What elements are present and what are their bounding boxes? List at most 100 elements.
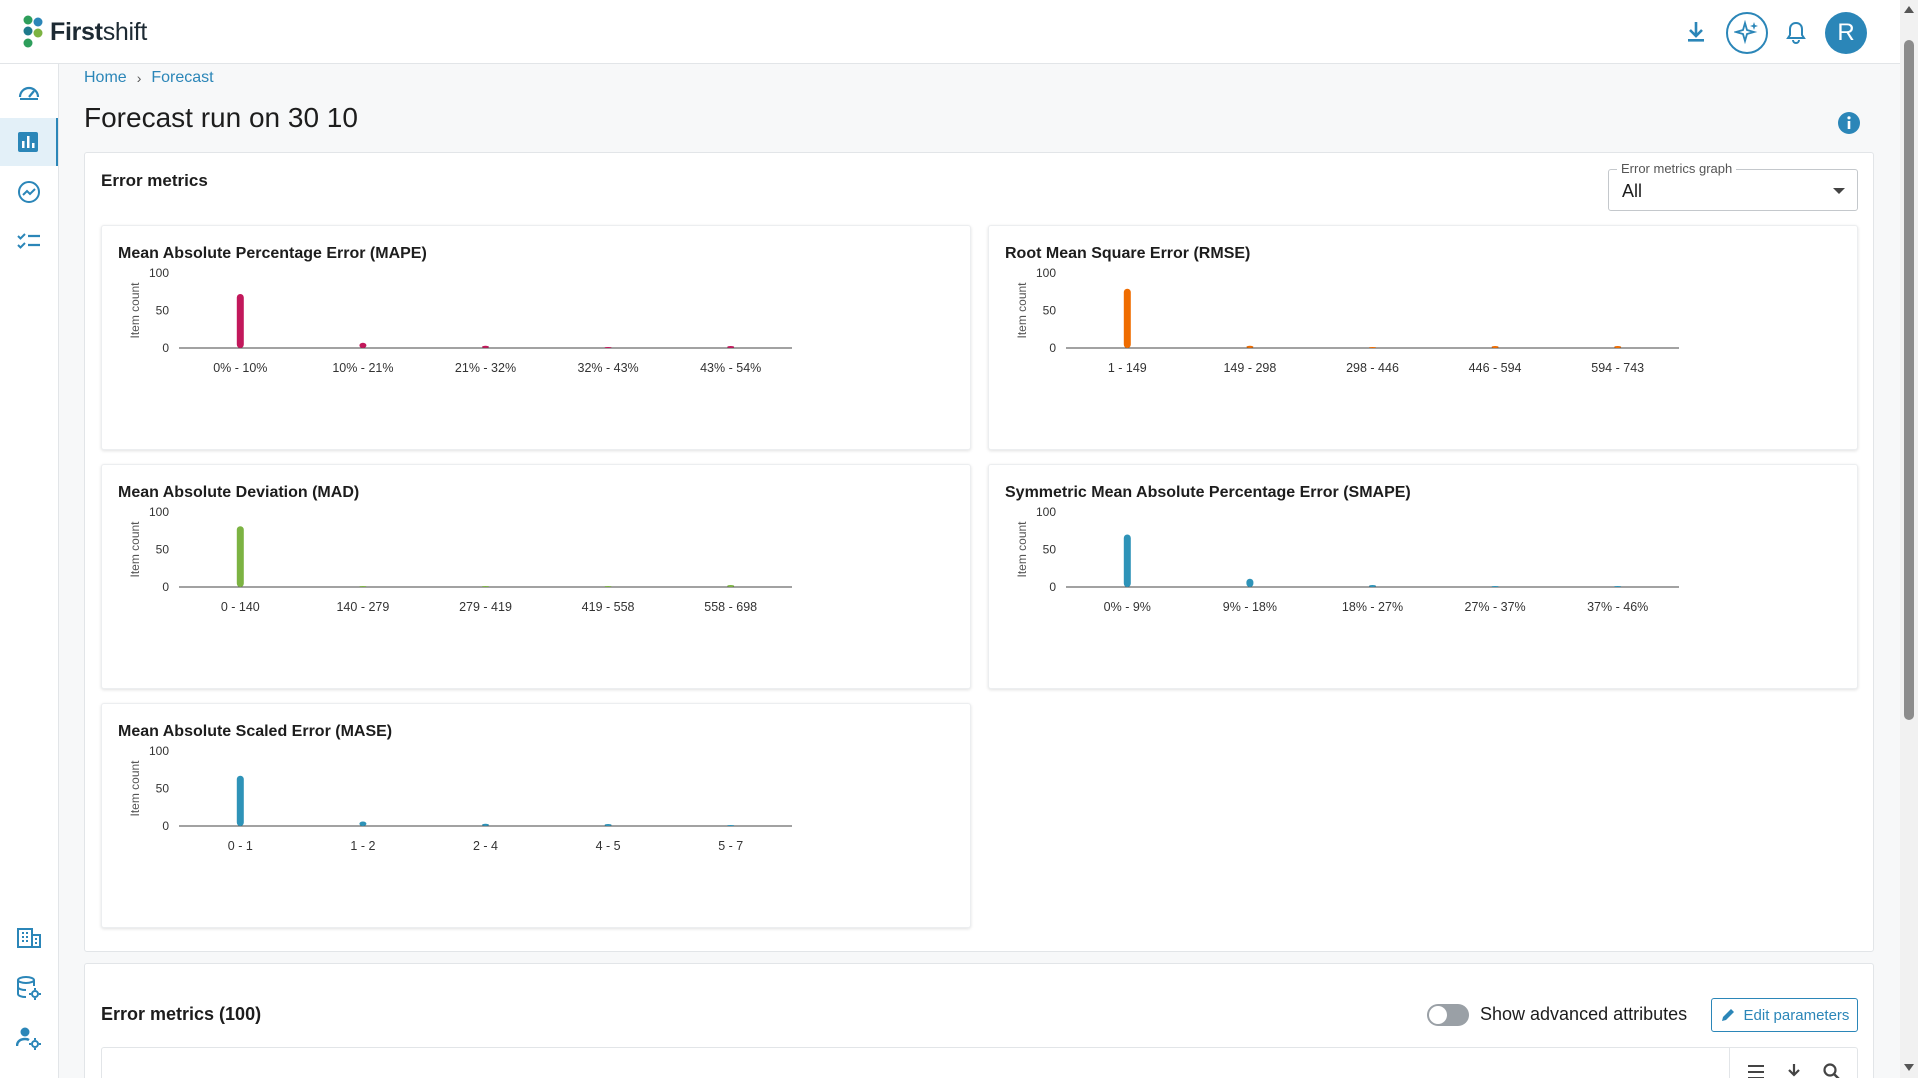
sidebar-item-forecast[interactable]	[0, 118, 58, 166]
download-icon[interactable]	[1785, 1062, 1803, 1078]
bar[interactable]	[727, 585, 735, 587]
chevron-down-icon	[1833, 188, 1845, 194]
bar[interactable]	[1614, 346, 1622, 348]
columns-icon[interactable]	[1746, 1063, 1766, 1078]
database-gear-icon	[17, 976, 41, 1000]
x-tick-label: 558 - 698	[704, 600, 757, 614]
x-tick-label: 419 - 558	[582, 600, 635, 614]
bar[interactable]	[1491, 586, 1499, 587]
x-tick-label: 18% - 27%	[1342, 600, 1403, 614]
y-tick-label: 100	[149, 505, 169, 519]
select-value: All	[1622, 181, 1643, 201]
x-tick-label: 279 - 419	[459, 600, 512, 614]
bar[interactable]	[359, 821, 367, 827]
bar[interactable]	[236, 775, 244, 826]
x-tick-label: 21% - 32%	[455, 361, 516, 375]
bar[interactable]	[1246, 345, 1254, 348]
x-tick-label: 5 - 7	[718, 839, 743, 853]
y-tick-label: 50	[156, 782, 170, 796]
page-scrollbar[interactable]	[1900, 0, 1918, 1078]
bar[interactable]	[482, 586, 489, 587]
breadcrumb-forecast[interactable]: Forecast	[151, 69, 214, 86]
sidebar-item-user-settings[interactable]	[0, 1014, 58, 1062]
x-tick-label: 32% - 43%	[578, 361, 639, 375]
sidebar	[0, 64, 59, 1078]
edit-parameters-button[interactable]: Edit parameters	[1711, 998, 1858, 1032]
chart-mase: Item count 0 50 100 0 - 1 1 - 2 2 - 4 4 - 5 5 - …	[128, 744, 792, 853]
bell-icon[interactable]	[1782, 18, 1810, 46]
y-tick-label: 0	[1049, 580, 1056, 594]
bar[interactable]	[604, 586, 612, 587]
y-tick-label: 50	[1043, 543, 1057, 557]
sidebar-item-data-settings[interactable]	[0, 964, 58, 1012]
metrics-table	[101, 1047, 1858, 1078]
info-icon[interactable]	[1837, 111, 1861, 140]
advanced-attributes-toggle[interactable]	[1427, 1004, 1469, 1026]
bar[interactable]	[359, 342, 367, 348]
error-metrics-title: Error metrics	[101, 171, 208, 190]
y-axis-label: Item count	[128, 760, 142, 817]
main-content: Home › Forecast Forecast run on 30 10 Er…	[59, 64, 1900, 1078]
chart-smape: Item count 0 50 100 0% - 9% 9% - 18% 18% - 27%…	[1015, 505, 1679, 614]
bar[interactable]	[1123, 534, 1131, 588]
app-logo[interactable]: Firstshift	[22, 15, 147, 49]
y-tick-label: 0	[162, 819, 169, 833]
x-tick-label: 0 - 140	[221, 600, 260, 614]
bar[interactable]	[1491, 346, 1499, 348]
table-toolbar	[1729, 1048, 1857, 1078]
chart-card-mase: Mean Absolute Scaled Error (MASE) Item c…	[101, 703, 971, 928]
y-axis-label: Item count	[128, 521, 142, 578]
scroll-thumb[interactable]	[1904, 40, 1914, 720]
logo-text: Firstshift	[50, 17, 148, 46]
x-tick-label: 10% - 21%	[332, 361, 393, 375]
x-tick-label: 43% - 54%	[700, 361, 761, 375]
bar[interactable]	[359, 586, 367, 587]
bar[interactable]	[482, 823, 489, 826]
search-icon[interactable]	[1822, 1062, 1842, 1078]
y-tick-label: 50	[1043, 304, 1057, 318]
page-title: Forecast run on 30 10	[84, 102, 358, 133]
sidebar-item-organization[interactable]	[0, 914, 58, 962]
error-metrics-panel: Error metrics Error metrics graph All Me…	[84, 152, 1874, 952]
bar[interactable]	[236, 294, 244, 348]
bar[interactable]	[727, 825, 735, 826]
bar[interactable]	[482, 345, 489, 348]
user-avatar[interactable]: R	[1825, 12, 1867, 54]
bar[interactable]	[1369, 585, 1376, 587]
y-tick-label: 100	[1036, 505, 1056, 519]
select-label: Error metrics graph	[1617, 161, 1737, 176]
bar[interactable]	[604, 824, 612, 826]
chart-card-mape: Mean Absolute Percentage Error (MAPE) It…	[101, 225, 971, 450]
bar[interactable]	[604, 347, 612, 348]
bar[interactable]	[236, 526, 244, 587]
bar[interactable]	[1246, 578, 1254, 587]
y-tick-label: 100	[1036, 266, 1056, 280]
bar[interactable]	[1369, 347, 1376, 348]
x-tick-label: 446 - 594	[1469, 361, 1522, 375]
breadcrumb: Home › Forecast	[84, 69, 214, 87]
x-tick-label: 9% - 18%	[1223, 600, 1277, 614]
bar[interactable]	[727, 346, 735, 348]
checklist-icon	[17, 233, 40, 249]
x-tick-label: 594 - 743	[1591, 361, 1644, 375]
y-tick-label: 0	[1049, 341, 1056, 355]
edit-parameters-label: Edit parameters	[1743, 1006, 1850, 1024]
scroll-down-arrow-icon[interactable]	[1904, 1064, 1914, 1071]
error-metrics-table-panel: Error metrics (100) Show advanced attrib…	[84, 963, 1874, 1078]
scroll-up-arrow-icon[interactable]	[1904, 6, 1914, 13]
download-icon[interactable]	[1682, 18, 1710, 46]
x-tick-label: 140 - 279	[336, 600, 389, 614]
bar[interactable]	[1123, 288, 1131, 348]
bar[interactable]	[1614, 586, 1622, 587]
error-metrics-graph-select[interactable]: Error metrics graph All	[1608, 161, 1858, 211]
advanced-attributes-label: Show advanced attributes	[1480, 1004, 1688, 1024]
sidebar-item-dashboard[interactable]	[0, 68, 58, 116]
sidebar-item-trends[interactable]	[0, 168, 58, 216]
sidebar-item-tasks[interactable]	[0, 218, 58, 266]
y-tick-label: 0	[162, 580, 169, 594]
breadcrumb-home[interactable]: Home	[84, 69, 127, 86]
y-axis-label: Item count	[128, 282, 142, 339]
y-tick-label: 100	[149, 266, 169, 280]
chart-card-mad: Mean Absolute Deviation (MAD) Item count…	[101, 464, 971, 689]
ai-sparkle-icon[interactable]	[1726, 12, 1768, 54]
